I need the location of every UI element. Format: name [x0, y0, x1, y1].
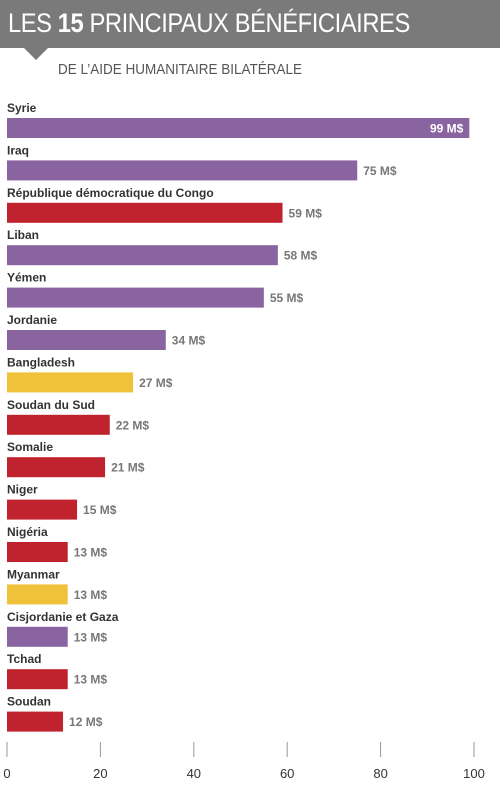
category-label: Soudan	[7, 695, 51, 709]
bar	[7, 542, 68, 562]
title-number: 15	[57, 8, 84, 38]
bar	[7, 245, 278, 266]
bar	[7, 202, 283, 223]
category-label: Liban	[7, 228, 39, 242]
bar	[7, 118, 470, 138]
bar	[7, 160, 358, 181]
bar	[7, 499, 78, 520]
value-label: 75 M$	[363, 164, 397, 178]
x-tick-label: 100	[463, 766, 485, 781]
category-label: Niger	[7, 483, 38, 497]
chart-subtitle: DE L’AIDE HUMANITAIRE BILATÉRALE	[58, 61, 303, 78]
category-label: Soudan du Sud	[7, 398, 95, 412]
bar	[7, 457, 106, 478]
bar	[7, 372, 134, 393]
value-label: 13 M$	[74, 588, 108, 602]
banner-notch	[24, 48, 48, 60]
value-label: 55 M$	[270, 291, 304, 305]
category-label: Yémen	[7, 271, 46, 285]
category-label: Jordanie	[7, 313, 57, 327]
x-tick-label: 80	[373, 766, 387, 781]
value-label: 58 M$	[284, 249, 318, 263]
value-label: 12 M$	[69, 715, 103, 729]
value-label: 13 M$	[74, 630, 108, 644]
category-label: Iraq	[7, 143, 29, 157]
category-label: Cisjordanie et Gaza	[7, 610, 119, 624]
bar	[7, 287, 264, 308]
bar	[7, 711, 64, 732]
bar	[7, 414, 110, 435]
x-tick-label: 40	[187, 766, 201, 781]
bar	[7, 584, 68, 605]
value-label: 15 M$	[83, 503, 117, 517]
bar	[7, 330, 166, 350]
value-label: 99 M$	[430, 122, 464, 136]
x-tick-label: 60	[280, 766, 294, 781]
chart-title: LES 15 PRINCIPAUX BÉNÉFICIAIRES	[8, 8, 410, 39]
bar	[7, 669, 68, 690]
category-label: Bangladesh	[7, 355, 75, 369]
value-label: 27 M$	[139, 376, 173, 390]
category-label: Myanmar	[7, 567, 60, 581]
title-prefix: LES	[8, 8, 58, 38]
value-label: 21 M$	[111, 461, 145, 475]
category-label: République démocratique du Congo	[7, 186, 214, 200]
value-label: 13 M$	[74, 546, 108, 560]
title-suffix: PRINCIPAUX BÉNÉFICIAIRES	[83, 8, 410, 38]
x-tick-label: 20	[93, 766, 107, 781]
value-label: 13 M$	[74, 673, 108, 687]
category-label: Tchad	[7, 652, 41, 666]
category-label: Syrie	[7, 101, 37, 115]
bar	[7, 626, 68, 647]
category-label: Nigéria	[7, 525, 48, 539]
title-banner: LES 15 PRINCIPAUX BÉNÉFICIAIRES	[0, 0, 500, 48]
value-label: 34 M$	[172, 334, 206, 348]
x-tick-label: 0	[3, 766, 10, 781]
category-label: Somalie	[7, 440, 53, 454]
value-label: 59 M$	[289, 206, 323, 220]
value-label: 22 M$	[116, 418, 150, 432]
